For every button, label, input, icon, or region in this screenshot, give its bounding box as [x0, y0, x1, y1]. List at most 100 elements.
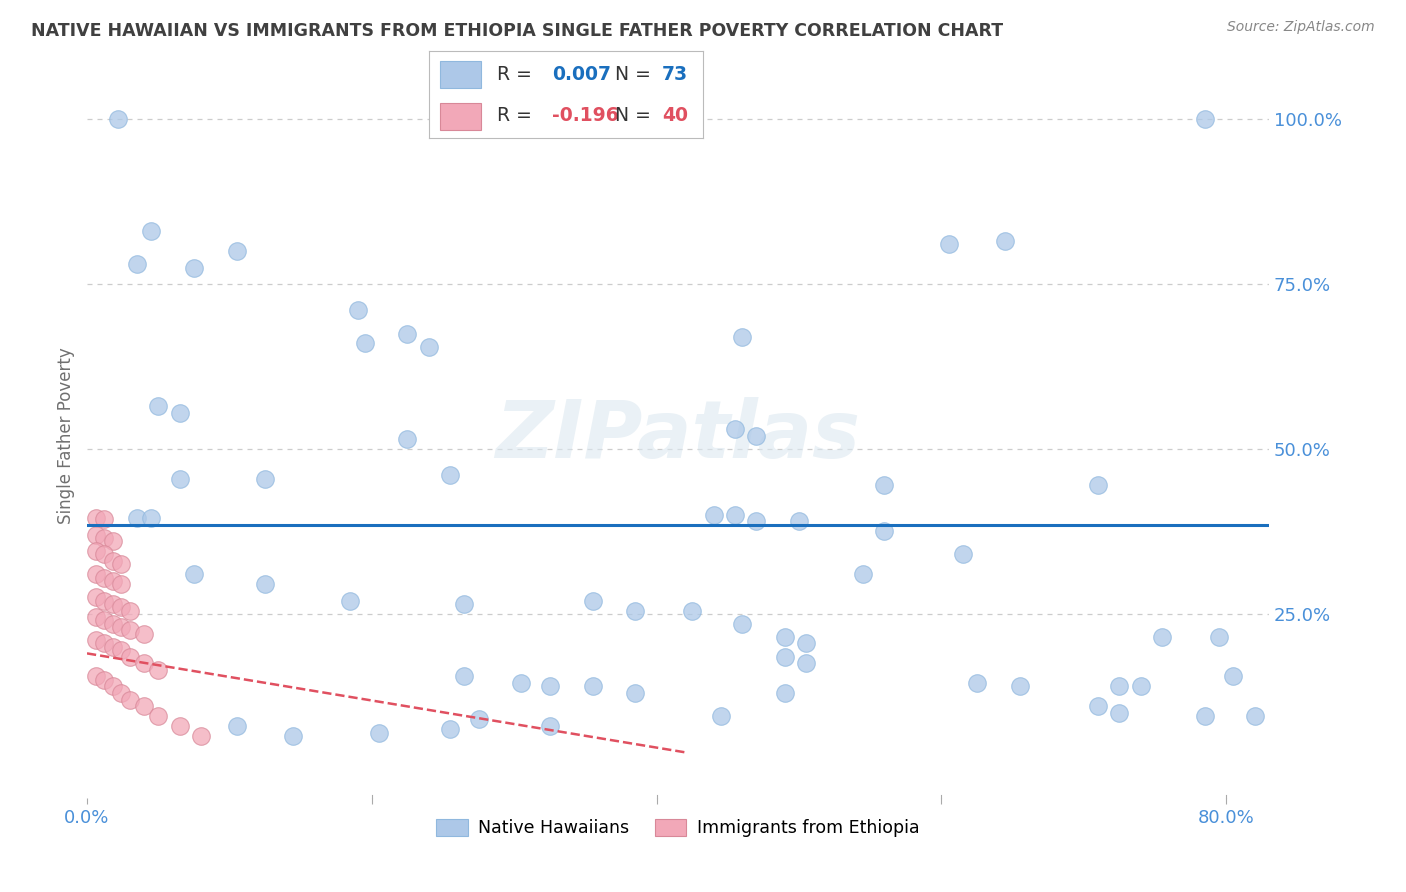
Point — [84, 511, 107, 525]
Point — [453, 669, 475, 683]
Point — [101, 534, 124, 549]
Point — [538, 719, 561, 733]
Point — [148, 399, 170, 413]
Point — [93, 636, 115, 650]
Point — [84, 610, 107, 624]
Point — [731, 616, 754, 631]
Text: 73: 73 — [662, 65, 688, 84]
Point — [93, 593, 115, 607]
Point — [724, 422, 747, 436]
Point — [731, 330, 754, 344]
Point — [1087, 699, 1109, 714]
Point — [787, 515, 810, 529]
Point — [118, 692, 141, 706]
Point — [439, 723, 461, 737]
Point — [253, 472, 276, 486]
Point — [118, 624, 141, 638]
Point — [418, 340, 440, 354]
Text: NATIVE HAWAIIAN VS IMMIGRANTS FROM ETHIOPIA SINGLE FATHER POVERTY CORRELATION CH: NATIVE HAWAIIAN VS IMMIGRANTS FROM ETHIO… — [31, 22, 1002, 40]
Text: N =: N = — [616, 106, 657, 125]
Point — [93, 531, 115, 545]
Point — [93, 512, 115, 526]
Point — [1243, 709, 1265, 723]
Point — [581, 679, 603, 693]
Point — [101, 554, 124, 568]
Point — [132, 626, 155, 640]
Point — [93, 614, 115, 628]
Text: R =: R = — [498, 106, 538, 125]
Point — [125, 257, 148, 271]
Point — [873, 524, 896, 539]
Point — [125, 511, 148, 525]
Point — [1108, 706, 1130, 720]
Point — [1208, 630, 1230, 644]
Point — [169, 406, 191, 420]
Point — [101, 574, 124, 588]
Text: R =: R = — [498, 65, 538, 84]
Point — [396, 326, 419, 341]
Point — [773, 630, 796, 644]
Point — [873, 478, 896, 492]
Point — [148, 663, 170, 677]
Point — [745, 428, 768, 442]
Point — [110, 558, 132, 572]
Point — [467, 712, 489, 726]
Point — [852, 567, 875, 582]
Point — [994, 234, 1017, 248]
Point — [84, 527, 107, 541]
Point — [1008, 679, 1031, 693]
Point — [439, 468, 461, 483]
Point — [1129, 679, 1152, 693]
Point — [966, 676, 988, 690]
Point — [132, 699, 155, 714]
Point — [1152, 630, 1174, 644]
Point — [773, 686, 796, 700]
Point — [1194, 709, 1216, 723]
Text: 0.007: 0.007 — [553, 65, 612, 84]
Point — [773, 649, 796, 664]
Point — [624, 686, 647, 700]
Point — [225, 719, 247, 733]
Point — [538, 679, 561, 693]
Point — [101, 640, 124, 654]
Point — [938, 237, 960, 252]
Point — [148, 709, 170, 723]
Point — [794, 636, 817, 650]
Point — [84, 669, 107, 683]
Point — [139, 511, 162, 525]
Point — [139, 224, 162, 238]
Point — [101, 679, 124, 693]
Point — [353, 336, 375, 351]
Point — [745, 515, 768, 529]
Point — [703, 508, 725, 522]
Point — [638, 112, 661, 127]
Text: -0.196: -0.196 — [553, 106, 619, 125]
Point — [169, 472, 191, 486]
Point — [225, 244, 247, 258]
Point — [84, 633, 107, 648]
Point — [1222, 669, 1244, 683]
Point — [169, 719, 191, 733]
Point — [190, 729, 212, 743]
Point — [93, 548, 115, 562]
Point — [110, 686, 132, 700]
Point — [118, 649, 141, 664]
Legend: Native Hawaiians, Immigrants from Ethiopia: Native Hawaiians, Immigrants from Ethiop… — [429, 812, 927, 844]
Point — [283, 729, 305, 743]
Point — [453, 597, 475, 611]
Point — [724, 508, 747, 522]
Point — [110, 643, 132, 657]
Point — [93, 570, 115, 584]
Point — [84, 591, 107, 605]
Point — [952, 548, 974, 562]
Point — [101, 597, 124, 611]
Point — [624, 603, 647, 617]
Point — [510, 676, 533, 690]
Y-axis label: Single Father Poverty: Single Father Poverty — [58, 347, 75, 524]
Point — [84, 567, 107, 582]
Point — [1108, 679, 1130, 693]
Point — [118, 603, 141, 617]
Point — [346, 303, 368, 318]
Point — [610, 112, 633, 127]
Point — [581, 593, 603, 607]
